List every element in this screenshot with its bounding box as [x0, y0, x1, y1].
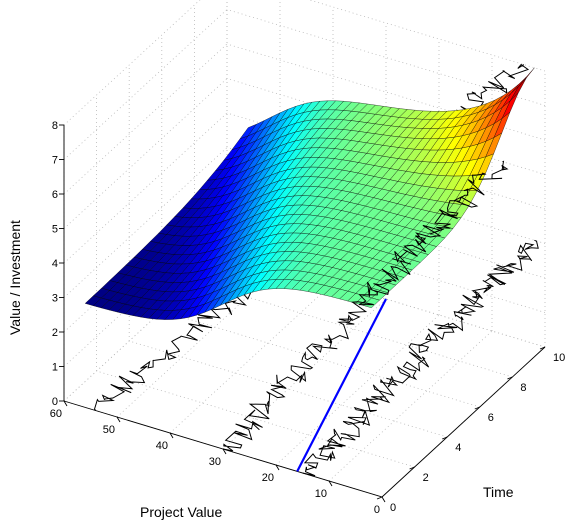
x-tick-mark	[275, 464, 280, 471]
grid-line	[222, 298, 387, 450]
grid-line	[63, 43, 228, 195]
simulated-path	[222, 160, 509, 452]
x-tick-label: 50	[103, 424, 115, 436]
x-tick-mark	[222, 448, 227, 455]
y-tick-mark	[376, 496, 383, 500]
y-tick-label: 4	[455, 442, 461, 454]
x-axis-label: Project Value	[140, 504, 222, 520]
x-tick-mark	[63, 400, 68, 407]
grid-line	[194, 280, 513, 378]
z-tick-label: 2	[52, 327, 58, 339]
x-tick-label: 10	[315, 488, 327, 500]
x-tick-label: 40	[156, 440, 168, 452]
grid-line	[226, 43, 546, 141]
simulated-paths-front	[222, 160, 539, 477]
grid-line	[226, 9, 546, 106]
boundary-line	[296, 298, 387, 472]
z-tick-label: 1	[52, 362, 58, 374]
y-tick-mark	[474, 406, 480, 410]
grid-line	[308, 0, 546, 72]
grid-line	[63, 9, 228, 160]
grid-line	[275, 314, 440, 466]
grid-line	[226, 78, 546, 175]
y-tick-label: 8	[520, 382, 526, 394]
x-tick-mark	[169, 432, 174, 439]
x-tick-label: 20	[262, 472, 274, 484]
x-tick-mark	[116, 416, 121, 423]
grid-line	[169, 282, 334, 434]
y-tick-mark	[409, 466, 415, 470]
grid-line	[63, 78, 228, 229]
grid-line	[161, 310, 480, 408]
y-tick-label: 10	[553, 352, 565, 364]
z-tick-label: 4	[52, 258, 58, 270]
grid-line	[63, 112, 228, 264]
grid-line	[96, 370, 415, 468]
simulated-path	[302, 239, 539, 477]
surface-facet	[84, 295, 102, 306]
z-tick-label: 3	[52, 293, 58, 305]
z-tick-label: 5	[52, 224, 58, 236]
y-tick-label: 0	[390, 502, 396, 514]
exercise-boundary-line	[296, 298, 387, 472]
grid-line	[63, 0, 201, 126]
grid-line	[328, 330, 493, 482]
y-axis-line	[381, 346, 546, 498]
z-tick-label: 0	[52, 396, 58, 408]
x-tick-mark	[381, 496, 386, 503]
z-tick-label: 8	[52, 120, 58, 132]
x-tick-label: 30	[209, 456, 221, 468]
y-tick-label: 6	[488, 412, 494, 424]
x-tick-label: 0	[374, 504, 380, 516]
z-axis-label: Value / Investment	[7, 220, 23, 335]
x-tick-mark	[328, 480, 333, 487]
z-tick-label: 7	[52, 155, 58, 167]
y-axis-label: Time	[483, 484, 514, 500]
y-tick-mark	[539, 346, 546, 350]
grid-line	[129, 340, 448, 438]
z-tick-label: 6	[52, 189, 58, 201]
x-tick-label: 60	[50, 408, 62, 420]
y-tick-label: 2	[423, 472, 429, 484]
y-tick-mark	[442, 436, 448, 440]
y-tick-mark	[507, 376, 513, 380]
value-surface	[84, 67, 535, 320]
grid-line	[63, 147, 228, 298]
